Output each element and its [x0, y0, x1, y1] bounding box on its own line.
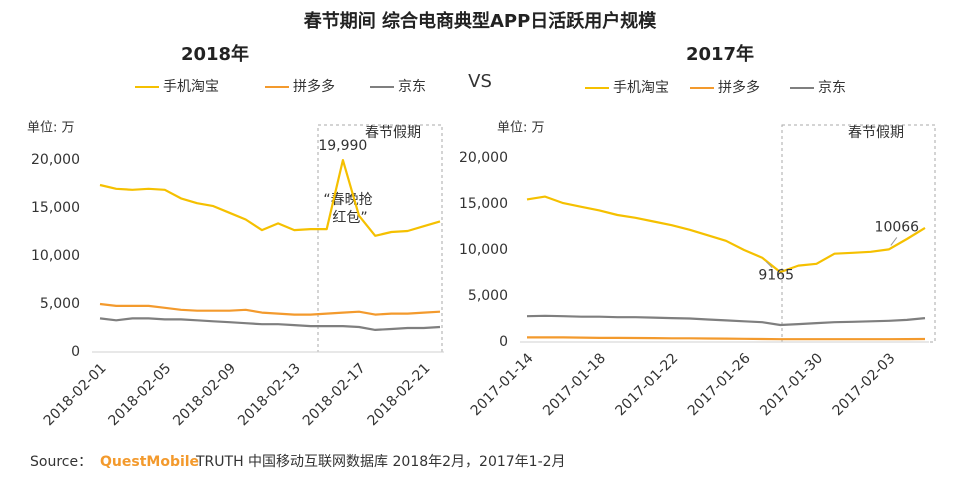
vs-label: VS [468, 71, 492, 92]
y-tick-label: 5,000 [468, 288, 508, 304]
x-tick-label: 2018-02-05 [106, 360, 175, 429]
holiday-box [317, 124, 443, 353]
unit-label: 单位: 万 [497, 121, 545, 136]
y-tick-label: 10,000 [31, 248, 80, 264]
series-line [99, 317, 441, 331]
x-tick-label: 2017-01-26 [685, 350, 754, 419]
x-tick-label: 2018-02-17 [300, 360, 369, 429]
x-tick-label: 2018-02-09 [170, 360, 239, 429]
x-tick-label: 2018-02-21 [365, 360, 434, 429]
chart-title: 2018年 [181, 43, 249, 65]
y-tick-label: 0 [499, 334, 508, 350]
y-tick-label: 15,000 [31, 200, 80, 216]
source-brand: QuestMobile [100, 454, 199, 470]
legend-label: 拼多多 [293, 78, 335, 95]
series-line [526, 314, 926, 327]
x-tick-label: 2017-01-30 [757, 350, 826, 419]
legend-label: 手机淘宝 [163, 79, 219, 95]
x-tick-label: 2017-01-18 [540, 350, 609, 419]
x-tick-label: 2017-01-14 [468, 350, 537, 419]
legend-label: 拼多多 [718, 79, 760, 96]
label-leader [890, 237, 898, 246]
series-line [99, 159, 441, 237]
y-tick-label: 15,000 [459, 196, 508, 212]
x-tick-label: 2018-02-13 [235, 360, 304, 429]
data-label: 19,990 [318, 138, 367, 154]
annotation: 红包” [332, 210, 367, 226]
y-tick-label: 20,000 [459, 150, 508, 166]
page-title: 春节期间 综合电商典型APP日活跃用户规模 [304, 10, 658, 32]
x-tick-label: 2017-02-03 [830, 350, 899, 419]
y-tick-label: 5,000 [40, 296, 80, 312]
label-leader [765, 261, 773, 269]
x-tick-label: 2018-02-01 [41, 360, 110, 429]
holiday-label: 春节假期 [848, 125, 904, 141]
source-prefix: Source： [30, 454, 92, 470]
holiday-label: 春节假期 [365, 125, 421, 141]
chart-title: 2017年 [686, 43, 754, 65]
data-label: 10066 [875, 219, 920, 235]
x-tick-label: 2017-01-22 [613, 350, 682, 419]
series-line [526, 195, 926, 274]
source-text: TRUTH 中国移动互联网数据库 2018年2月，2017年1-2月 [195, 454, 566, 470]
y-tick-label: 0 [71, 344, 80, 360]
y-tick-label: 20,000 [31, 152, 80, 168]
legend-label: 京东 [818, 80, 846, 96]
data-label: 9165 [758, 268, 794, 284]
legend-label: 京东 [398, 79, 426, 95]
y-tick-label: 10,000 [459, 242, 508, 258]
unit-label: 单位: 万 [27, 121, 75, 136]
legend-label: 手机淘宝 [613, 80, 669, 96]
series-line [99, 302, 441, 316]
annotation: “春晚抢 [323, 191, 372, 208]
series-line [527, 336, 926, 341]
